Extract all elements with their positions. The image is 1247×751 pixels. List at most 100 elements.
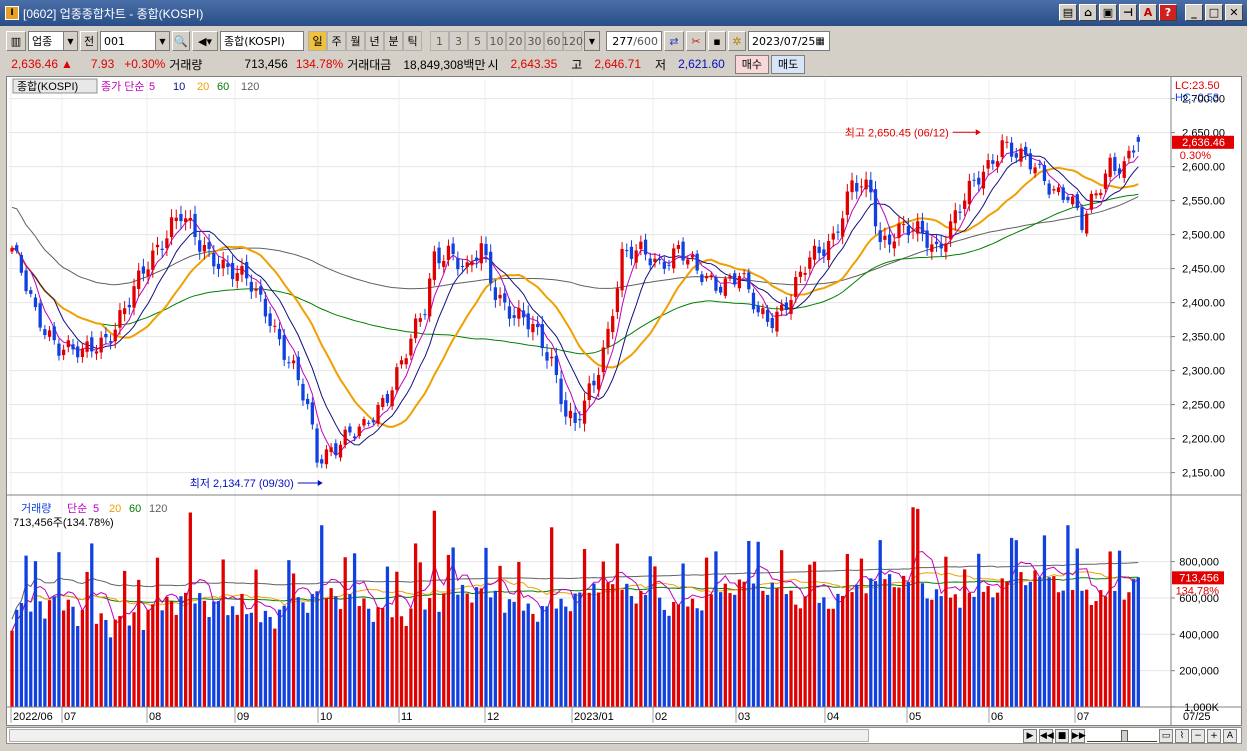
candle-body[interactable] (1028, 153, 1033, 170)
volume-bar[interactable] (972, 596, 976, 707)
volume-bar[interactable] (822, 597, 826, 707)
volume-bar[interactable] (19, 602, 24, 707)
volume-bar[interactable] (1075, 548, 1079, 707)
help-icon[interactable]: ? (1159, 4, 1177, 21)
volume-bar[interactable] (1127, 592, 1131, 707)
candle-body[interactable] (592, 380, 596, 386)
candle-body[interactable] (784, 302, 788, 310)
candle-body[interactable] (334, 443, 338, 455)
volume-bar[interactable] (587, 592, 591, 707)
save-icon[interactable]: ▪ (708, 31, 726, 51)
volume-bar[interactable] (52, 596, 56, 707)
candle-body[interactable] (287, 362, 291, 364)
volume-bar[interactable] (611, 584, 615, 707)
volume-bar[interactable] (742, 581, 746, 707)
volume-bar[interactable] (953, 594, 957, 707)
candle-body[interactable] (29, 290, 33, 294)
prev-button[interactable]: 전 (80, 31, 98, 51)
volume-bar[interactable] (245, 614, 249, 707)
candle-body[interactable] (489, 251, 493, 284)
volume-bar[interactable] (700, 610, 704, 707)
volume-bar[interactable] (690, 598, 695, 707)
volume-bar[interactable] (902, 575, 906, 707)
candle-body[interactable] (320, 459, 324, 464)
candle-body[interactable] (362, 419, 366, 426)
candle-body[interactable] (296, 356, 300, 381)
volume-bar[interactable] (878, 540, 882, 707)
candle-body[interactable] (634, 250, 638, 263)
candle-body[interactable] (657, 259, 662, 261)
volume-bar[interactable] (132, 612, 136, 707)
volume-bar[interactable] (761, 590, 765, 707)
candle-body[interactable] (817, 246, 821, 254)
volume-bar[interactable] (897, 587, 901, 707)
volume-bar[interactable] (338, 609, 343, 707)
volume-bar[interactable] (883, 579, 887, 707)
chart-scrollbar[interactable]: ▶ ◀◀ ■ ▶▶ ▭ ⌇ − + A (6, 727, 1242, 744)
volume-bar[interactable] (784, 594, 788, 707)
volume-bar[interactable] (310, 594, 314, 707)
count-input[interactable]: 277 /600 (606, 31, 662, 51)
volume-bar[interactable] (550, 527, 554, 707)
volume-bar[interactable] (812, 561, 817, 707)
candle-body[interactable] (981, 171, 986, 189)
candle-body[interactable] (963, 200, 967, 209)
candle-body[interactable] (137, 270, 141, 289)
candle-body[interactable] (57, 343, 61, 356)
candle-body[interactable] (460, 265, 465, 267)
volume-bar[interactable] (179, 596, 183, 707)
candle-body[interactable] (428, 278, 432, 317)
candle-body[interactable] (737, 276, 742, 289)
volume-bar[interactable] (737, 579, 742, 707)
volume-bar[interactable] (1080, 590, 1084, 707)
candle-body[interactable] (639, 241, 643, 250)
candle-body[interactable] (474, 257, 479, 261)
candle-body[interactable] (662, 261, 666, 269)
volume-bar[interactable] (413, 543, 418, 707)
candle-body[interactable] (596, 374, 601, 390)
volume-bar[interactable] (718, 592, 723, 707)
candle-body[interactable] (132, 286, 136, 308)
volume-bar[interactable] (277, 609, 282, 707)
candle-body[interactable] (1085, 213, 1089, 234)
candle-body[interactable] (179, 213, 183, 222)
zoom-out-icon[interactable]: − (1191, 728, 1205, 743)
candle-body[interactable] (695, 253, 699, 271)
candle-body[interactable] (1094, 193, 1098, 196)
volume-bar[interactable] (794, 604, 798, 707)
candle-body[interactable] (306, 398, 310, 405)
candle-body[interactable] (1099, 192, 1103, 196)
candle-body[interactable] (127, 304, 131, 308)
candle-body[interactable] (845, 191, 849, 215)
volume-bar[interactable] (85, 571, 89, 707)
volume-bar[interactable] (789, 590, 793, 707)
candle-body[interactable] (221, 259, 225, 269)
candle-body[interactable] (240, 265, 244, 275)
candle-body[interactable] (836, 231, 840, 233)
volume-bar[interactable] (113, 619, 117, 707)
minute-option-120[interactable]: 120 (562, 31, 583, 51)
candle-body[interactable] (517, 308, 521, 319)
candle-body[interactable] (564, 400, 568, 417)
volume-bar[interactable] (1131, 579, 1136, 707)
candle-body[interactable] (291, 360, 296, 364)
candle-body[interactable] (897, 223, 901, 238)
candle-body[interactable] (761, 308, 765, 315)
candle-body[interactable] (953, 210, 957, 224)
volume-bar[interactable] (606, 582, 610, 707)
candle-body[interactable] (991, 160, 995, 164)
candle-body[interactable] (700, 274, 704, 282)
candle-body[interactable] (986, 160, 990, 169)
swap-icon[interactable]: ⇄ (664, 31, 684, 51)
period-tab-0[interactable]: 일 (308, 31, 327, 51)
volume-bar[interactable] (1009, 537, 1014, 707)
volume-bar[interactable] (709, 594, 713, 707)
candle-body[interactable] (259, 286, 263, 295)
candle-body[interactable] (1042, 165, 1047, 182)
candle-body[interactable] (113, 329, 117, 342)
candle-body[interactable] (1014, 153, 1018, 158)
volume-bar[interactable] (287, 560, 291, 707)
volume-bar[interactable] (428, 598, 432, 707)
volume-bar[interactable] (1099, 590, 1103, 707)
volume-bar[interactable] (625, 583, 629, 707)
